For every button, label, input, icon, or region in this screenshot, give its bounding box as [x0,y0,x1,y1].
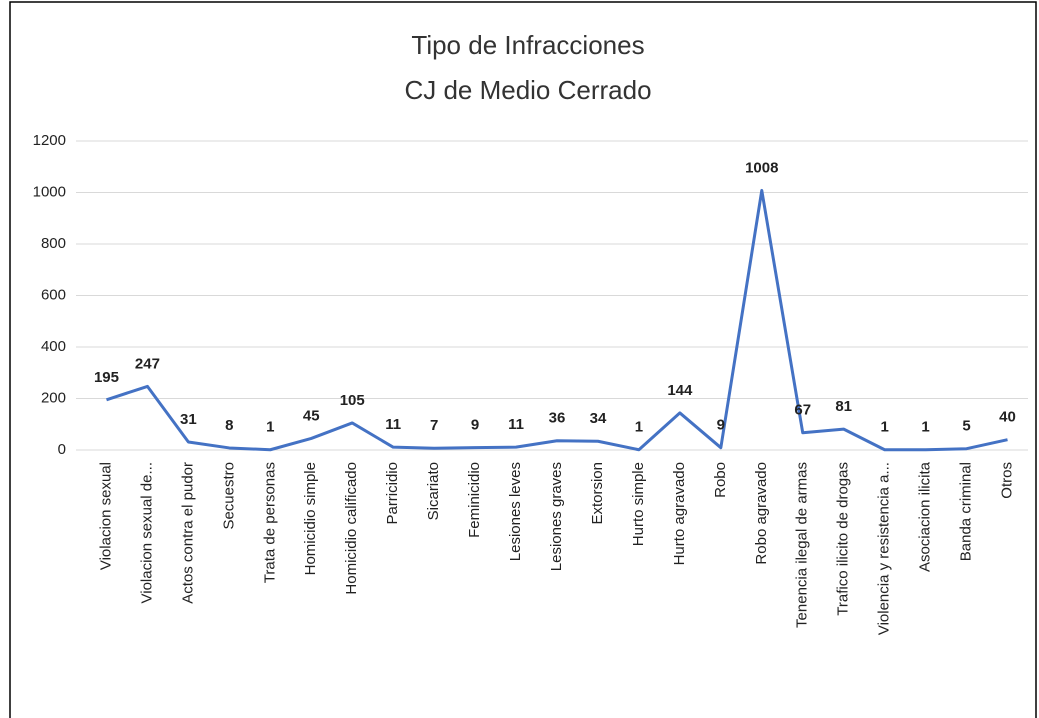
data-label: 67 [794,402,811,419]
data-label: 1 [880,419,888,436]
y-tick-label: 0 [58,441,66,458]
frame [9,1,1037,718]
data-label: 1 [266,419,274,436]
x-tick-label: Trata de personas [261,462,278,583]
chart-title: Tipo de Infracciones [411,30,644,60]
data-label: 1 [635,419,643,436]
chart-subtitle: CJ de Medio Cerrado [404,75,651,105]
y-tick-label: 400 [41,338,66,355]
y-tick-label: 200 [41,389,66,406]
y-tick-label: 1200 [33,132,66,149]
data-label: 81 [835,398,852,415]
data-label: 195 [94,369,119,386]
x-tick-label: Otros [998,462,1015,499]
x-tick-label: Hurto agravado [671,462,688,565]
x-tick-label: Feminicidio [466,462,483,538]
data-label: 7 [430,417,438,434]
x-tick-label: Homicidio simple [302,462,319,575]
data-label: 11 [508,416,524,433]
x-tick-label: Lesiones leves [507,462,524,561]
data-label: 31 [180,411,197,428]
data-label: 247 [135,355,160,372]
x-tick-label: Banda criminal [958,462,975,561]
data-label: 9 [717,417,725,434]
y-tick-label: 600 [41,286,66,303]
x-tick-label: Homicidio calificado [343,462,360,595]
x-tick-label: Lesiones graves [548,462,565,571]
x-tick-label: Actos contra el pudor [179,462,196,604]
data-label: 45 [303,407,320,424]
data-label: 11 [385,416,401,433]
x-tick-label: Robo agravado [753,462,770,565]
x-tick-label: Sicariato [425,462,442,520]
data-label: 9 [471,417,479,434]
data-label: 1 [921,419,929,436]
x-tick-label: Asociacion ilicita [917,461,934,572]
x-tick-label: Violacion sexual de... [138,462,155,603]
x-tick-label: Robo [712,462,729,498]
x-tick-label: Tenencia ilegal de armas [794,462,811,628]
data-label: 5 [962,418,970,435]
data-label: 8 [225,417,233,434]
y-tick-label: 1000 [33,183,66,200]
data-label: 40 [999,409,1016,426]
data-line [106,188,1008,452]
data-label: 105 [340,392,365,409]
x-tick-label: Violacion sexual [97,462,114,570]
x-tick-label: Parricidio [384,462,401,525]
data-label: 1008 [745,159,778,176]
x-tick-label: Extorsion [589,462,606,525]
x-tick-label: Violencia y resistencia a... [876,462,893,635]
x-tick-label: Secuestro [220,462,237,530]
data-label: 34 [590,410,607,427]
x-tick-label: Trafico ilicito de drogas [835,462,852,616]
y-tick-label: 800 [41,235,66,252]
data-label: 144 [667,382,693,399]
x-tick-label: Hurto simple [630,462,647,546]
data-label: 36 [549,410,566,427]
